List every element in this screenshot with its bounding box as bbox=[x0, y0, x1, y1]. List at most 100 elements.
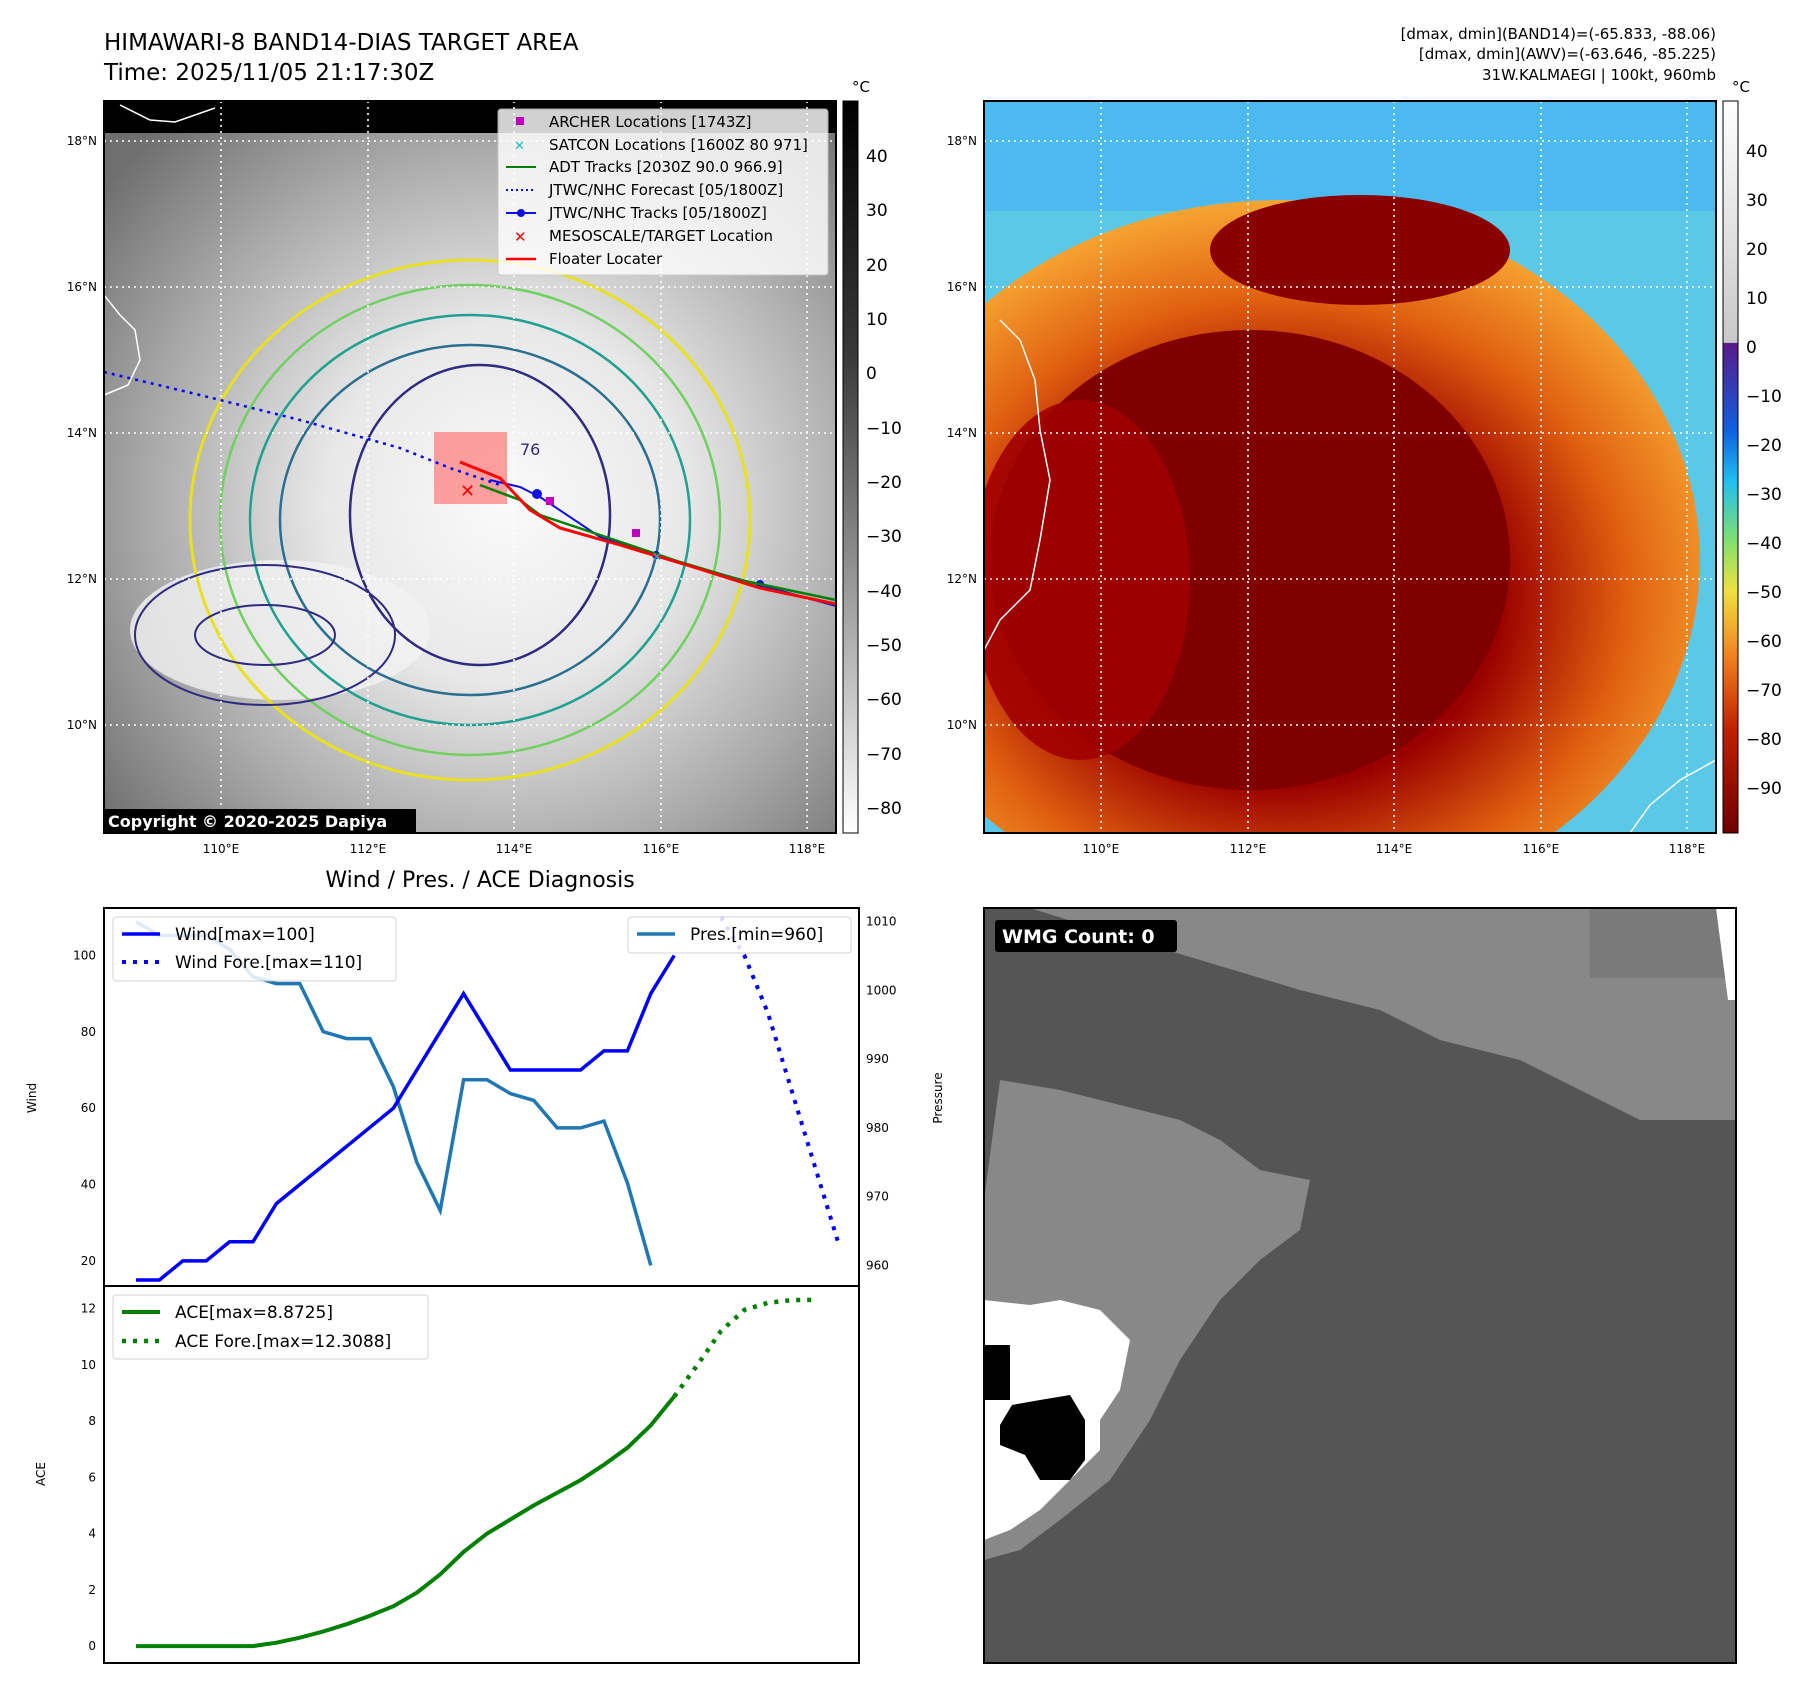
contour-indigo-sw bbox=[134, 564, 396, 706]
cbar-tick: 20 bbox=[1746, 240, 1768, 260]
jtwc-forecast-line bbox=[104, 370, 501, 487]
wmg-edge-strip bbox=[1716, 908, 1736, 1000]
lon-label: 114°E bbox=[1376, 842, 1413, 856]
pressure-tick-label: 970 bbox=[866, 1190, 889, 1204]
legend-adt-label: ADT Tracks [2030Z 90.0 966.9] bbox=[549, 158, 783, 176]
figure-title: HIMAWARI-8 BAND14-DIAS TARGET AREA bbox=[104, 30, 579, 56]
ir-legend: ARCHER Locations [1743Z] ✕ SATCON Locati… bbox=[497, 108, 829, 276]
pressure-tick-label: 980 bbox=[866, 1121, 889, 1135]
legend-target-label: MESOSCALE/TARGET Location bbox=[549, 227, 773, 245]
cbar-tick: 40 bbox=[866, 147, 888, 167]
pressure-axis-label: Pressure bbox=[931, 1072, 945, 1123]
legend-pres-label: Pres.[min=960] bbox=[690, 925, 823, 945]
cbar-tick: −30 bbox=[1746, 485, 1782, 505]
awv-colorbar bbox=[1722, 100, 1739, 834]
ace-chart: ACE 0 2 4 6 8 10 12 ACE[max=8.8725] ACE Fore.[… bbox=[34, 1285, 860, 1664]
legend-forecast-label: JTWC/NHC Forecast [05/1800Z] bbox=[548, 181, 783, 199]
awv-lat-labels: 18°N 16°N 14°N 12°N 10°N bbox=[947, 134, 977, 732]
lat-label: 14°N bbox=[67, 426, 97, 440]
legend-jtwc-label: JTWC/NHC Tracks [05/1800Z] bbox=[548, 204, 767, 222]
lat-label: 16°N bbox=[947, 280, 977, 294]
wmg-panel: WMG Count: 0 bbox=[983, 907, 1737, 1664]
target-marker: ✕ bbox=[460, 481, 475, 502]
cbar-tick: −60 bbox=[1746, 632, 1782, 652]
lon-label: 110°E bbox=[1083, 842, 1120, 856]
lat-label: 12°N bbox=[67, 572, 97, 586]
ace-tick-label: 2 bbox=[88, 1583, 96, 1597]
ace-tick-label: 4 bbox=[88, 1527, 96, 1541]
awv-lon-labels: 110°E 112°E 114°E 116°E 118°E bbox=[1083, 842, 1706, 856]
legend-jtwc-dot bbox=[517, 209, 525, 217]
ace-tick-label: 0 bbox=[88, 1639, 96, 1653]
cbar-tick: −50 bbox=[866, 636, 902, 656]
awv-colorbar-ticks: 40 30 20 10 0 −10 −20 −30 −40 −50 −60 −7… bbox=[1746, 142, 1782, 799]
wmg-frame bbox=[983, 907, 1737, 1664]
cbar-tick: 20 bbox=[866, 256, 888, 276]
cbar-tick: −10 bbox=[866, 419, 902, 439]
lat-label: 18°N bbox=[67, 134, 97, 148]
ace-tick-label: 12 bbox=[81, 1302, 96, 1316]
cbar-tick: −70 bbox=[866, 745, 902, 765]
copyright-box bbox=[105, 809, 416, 832]
ir-lat-labels: 18°N 16°N 14°N 12°N 10°N bbox=[67, 134, 97, 732]
legend-target-marker: ✕ bbox=[514, 228, 527, 246]
lon-label: 112°E bbox=[350, 842, 387, 856]
archer-marker bbox=[546, 497, 554, 505]
legend-archer-label: ARCHER Locations [1743Z] bbox=[549, 113, 752, 131]
lon-label: 112°E bbox=[1230, 842, 1267, 856]
wmg-count-label: WMG Count: 0 bbox=[1002, 926, 1155, 948]
awv-colorbar-unit: °C bbox=[1732, 78, 1750, 96]
diagnosis-title: Wind / Pres. / ACE Diagnosis bbox=[325, 868, 634, 893]
archer-marker bbox=[632, 529, 640, 537]
lat-label: 10°N bbox=[947, 718, 977, 732]
ace-legend: ACE[max=8.8725] ACE Fore.[max=12.3088] bbox=[112, 1294, 429, 1360]
wind-tick-label: 100 bbox=[73, 948, 96, 962]
info-band14: [dmax, dmin](BAND14)=(-65.833, -88.06) bbox=[1401, 25, 1716, 43]
ace-legend-box bbox=[112, 1294, 429, 1360]
cbar-tick: 0 bbox=[866, 364, 877, 384]
cbar-tick: −90 bbox=[1746, 779, 1782, 799]
info-storm: 31W.KALMAEGI | 100kt, 960mb bbox=[1482, 66, 1716, 84]
ir-southwest-band bbox=[130, 560, 430, 700]
cbar-tick: 30 bbox=[1746, 191, 1768, 211]
wmg-black-patch bbox=[984, 1345, 1010, 1400]
cbar-tick: −40 bbox=[866, 582, 902, 602]
lat-label: 16°N bbox=[67, 280, 97, 294]
legend-wind-label: Wind[max=100] bbox=[175, 925, 315, 945]
contour-label: 76 bbox=[520, 440, 540, 459]
floater-locater-line bbox=[459, 460, 836, 606]
awv-north-dry bbox=[984, 101, 1716, 211]
wind-y-ticks: 20 40 60 80 100 bbox=[73, 948, 96, 1267]
cbar-tick: 10 bbox=[1746, 289, 1768, 309]
pressure-tick-label: 1010 bbox=[866, 915, 897, 929]
ir-lon-labels: 110°E 112°E 114°E 116°E 118°E bbox=[203, 842, 826, 856]
legend-ace-label: ACE[max=8.8725] bbox=[175, 1303, 333, 1323]
pressure-tick-label: 990 bbox=[866, 1052, 889, 1066]
ir-colorbar-ticks: 40 30 20 10 0 −10 −20 −30 −40 −50 −60 −7… bbox=[866, 147, 902, 819]
ir-colorbar-unit: °C bbox=[852, 78, 870, 96]
lon-label: 114°E bbox=[496, 842, 533, 856]
wind-forecast-line bbox=[719, 916, 840, 1243]
contour-indigo bbox=[348, 363, 612, 667]
cbar-tick: −20 bbox=[866, 473, 902, 493]
floater-box bbox=[434, 432, 507, 504]
legend-ace-fore-label: ACE Fore.[max=12.3088] bbox=[175, 1332, 391, 1352]
ace-tick-label: 10 bbox=[81, 1358, 96, 1372]
lat-label: 14°N bbox=[947, 426, 977, 440]
ir-coastline bbox=[104, 294, 141, 396]
lon-label: 118°E bbox=[789, 842, 826, 856]
wind-tick-label: 40 bbox=[81, 1178, 96, 1192]
cbar-tick: −70 bbox=[1746, 681, 1782, 701]
info-awv: [dmax, dmin](AWV)=(-63.646, -85.225) bbox=[1419, 45, 1716, 63]
wmg-label-box bbox=[995, 920, 1177, 952]
jtwc-track-point bbox=[532, 489, 542, 499]
lat-label: 12°N bbox=[947, 572, 977, 586]
lat-label: 18°N bbox=[947, 134, 977, 148]
awv-coastline bbox=[984, 319, 1051, 651]
legend-satcon-marker: ✕ bbox=[514, 139, 525, 154]
ace-y-ticks: 0 2 4 6 8 10 12 bbox=[81, 1302, 96, 1654]
contour-yellow bbox=[188, 258, 752, 782]
legend-satcon-label: SATCON Locations [1600Z 80 971] bbox=[549, 136, 808, 154]
awv-north-cold-cloud bbox=[1210, 195, 1510, 305]
pressure-legend: Pres.[min=960] bbox=[627, 916, 852, 954]
